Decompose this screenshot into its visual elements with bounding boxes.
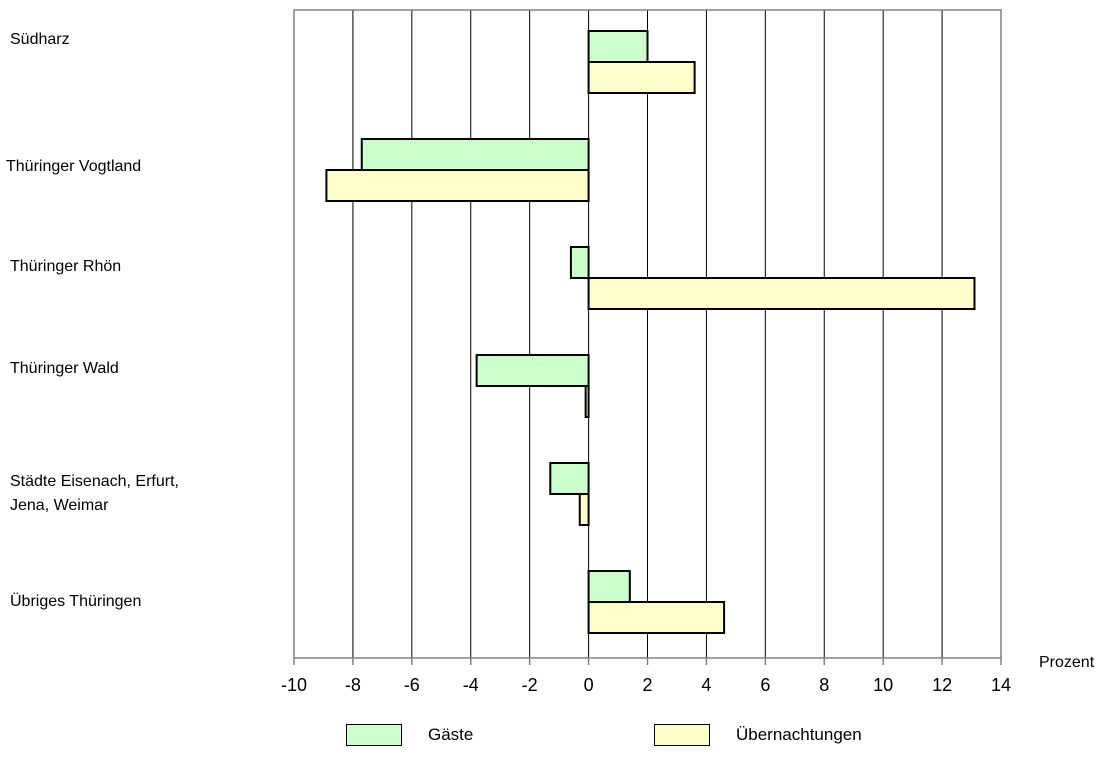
category-label: Städte Eisenach, Erfurt, Jena, Weimar: [10, 473, 179, 514]
x-axis-unit-label: Prozent: [1039, 654, 1095, 671]
category-label: Thüringer Vogtland: [6, 158, 142, 175]
bar: [325, 169, 590, 202]
bar: [587, 601, 726, 634]
legend-item-uebernachtungen: Übernachtungen: [654, 724, 862, 746]
bar: [587, 30, 649, 63]
x-tick-label: 14: [991, 675, 1011, 695]
x-tick-label: -8: [345, 675, 361, 695]
x-tick-label: 2: [642, 675, 652, 695]
x-tick-label: 10: [873, 675, 893, 695]
x-tick-label: 8: [819, 675, 829, 695]
x-tick-label: 0: [584, 675, 594, 695]
bar: [584, 385, 590, 418]
legend-swatch-uebernachtungen: [654, 724, 710, 746]
x-tick-label: -4: [463, 675, 479, 695]
bar: [569, 246, 590, 279]
category-label: Thüringer Wald: [10, 360, 119, 377]
legend-swatch-gaeste: [346, 724, 402, 746]
x-tick-label: 4: [701, 675, 711, 695]
legend-label-uebernachtungen: Übernachtungen: [736, 725, 862, 744]
x-tick-label: -2: [522, 675, 538, 695]
x-tick-label: -10: [281, 675, 307, 695]
legend-item-gaeste: Gäste: [346, 724, 473, 746]
legend-label-gaeste: Gäste: [428, 725, 474, 744]
category-label: Südharz: [10, 31, 70, 48]
x-tick-label: 6: [760, 675, 770, 695]
bar: [587, 61, 696, 94]
bar: [360, 138, 590, 171]
x-tick-label: -6: [404, 675, 420, 695]
category-label: Thüringer Rhön: [10, 258, 122, 275]
category-label: Übriges Thüringen: [10, 593, 142, 610]
bar: [578, 493, 590, 526]
x-axis: -10 -8 -6 -4 -2 0 2 4 6 8 10 12 14: [281, 658, 1011, 695]
bar: [587, 277, 976, 310]
grid-lines: [352, 10, 943, 658]
bar: [587, 570, 631, 603]
bar: [549, 462, 590, 495]
bar: [475, 354, 590, 387]
x-tick-label: 12: [932, 675, 952, 695]
bars: [325, 30, 976, 634]
